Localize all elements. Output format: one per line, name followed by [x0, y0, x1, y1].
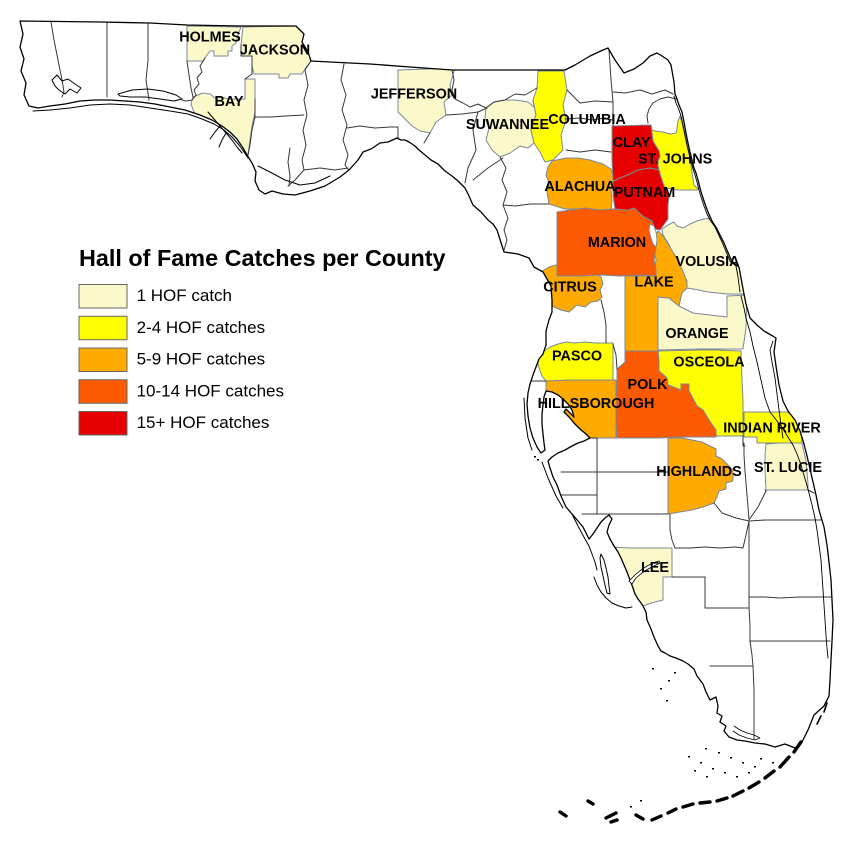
svg-text:Hall of Fame Catches per Count: Hall of Fame Catches per County	[79, 245, 446, 271]
svg-text:PASCO: PASCO	[552, 349, 602, 365]
svg-text:HILLSBOROUGH: HILLSBOROUGH	[538, 396, 655, 412]
svg-text:JEFFERSON: JEFFERSON	[371, 87, 457, 103]
svg-text:COLUMBIA: COLUMBIA	[548, 112, 626, 128]
svg-text:HIGHLANDS: HIGHLANDS	[656, 464, 742, 480]
svg-text:ST. JOHNS: ST. JOHNS	[638, 152, 713, 168]
svg-text:15+ HOF catches: 15+ HOF catches	[137, 413, 270, 432]
svg-text:LAKE: LAKE	[634, 275, 674, 291]
svg-text:CITRUS: CITRUS	[543, 280, 597, 296]
svg-text:1 HOF catch: 1 HOF catch	[137, 286, 232, 305]
svg-text:5-9 HOF catches: 5-9 HOF catches	[137, 350, 266, 369]
svg-text:ST. LUCIE: ST. LUCIE	[754, 460, 822, 476]
svg-text:VOLUSIA: VOLUSIA	[676, 254, 741, 270]
svg-text:10-14 HOF catches: 10-14 HOF catches	[137, 381, 284, 400]
svg-text:SUWANNEE: SUWANNEE	[466, 117, 550, 133]
svg-text:ALACHUA: ALACHUA	[544, 179, 616, 195]
svg-text:HOLMES: HOLMES	[179, 30, 241, 46]
svg-text:ORANGE: ORANGE	[665, 326, 729, 342]
svg-text:OSCEOLA: OSCEOLA	[673, 355, 745, 371]
svg-text:CLAY: CLAY	[613, 135, 651, 151]
svg-text:INDIAN RIVER: INDIAN RIVER	[723, 421, 821, 437]
svg-text:2-4 HOF catches: 2-4 HOF catches	[137, 318, 266, 337]
svg-text:POLK: POLK	[628, 377, 669, 393]
svg-text:JACKSON: JACKSON	[240, 43, 310, 59]
svg-text:PUTNAM: PUTNAM	[614, 185, 676, 201]
svg-text:LEE: LEE	[641, 560, 669, 576]
svg-text:BAY: BAY	[214, 94, 243, 110]
svg-text:MARION: MARION	[588, 235, 646, 251]
